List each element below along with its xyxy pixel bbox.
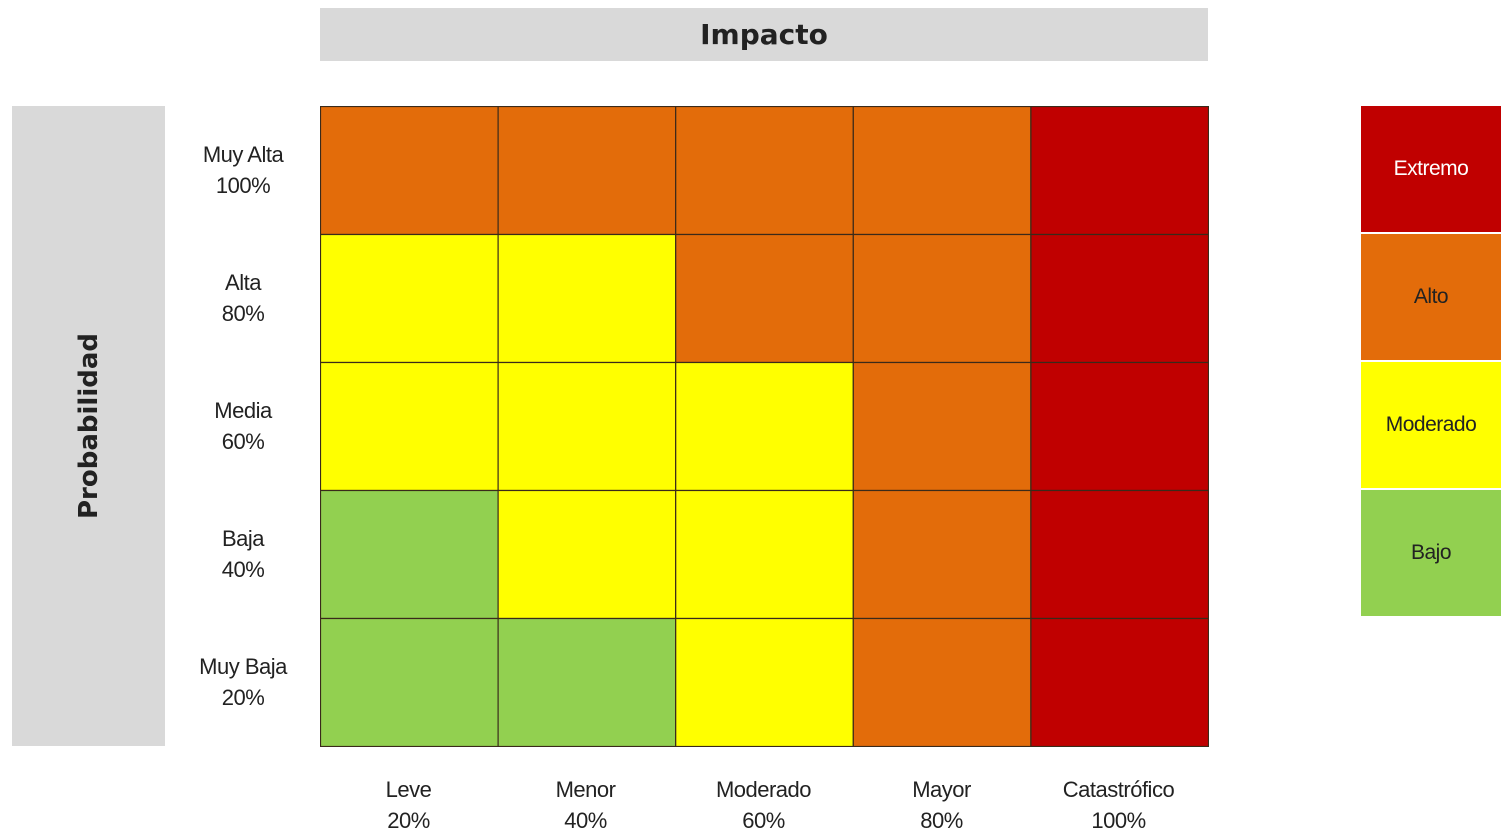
col-label-catastrofico: Catastrófico 100% [1030, 774, 1207, 833]
legend-item-alto: Alto [1361, 234, 1501, 362]
matrix-cell-r2-c4 [1030, 361, 1209, 492]
row-label-pct: 20% [221, 685, 265, 710]
col-label-moderado: Moderado 60% [675, 774, 852, 833]
matrix-cell-r4-c2 [675, 617, 854, 747]
col-label-name: Moderado [715, 777, 812, 802]
matrix-cell-r1-c1 [497, 233, 677, 364]
col-label-pct: 100% [1091, 808, 1146, 833]
risk-legend: Extremo Alto Moderado Bajo [1361, 106, 1501, 618]
matrix-cell-r3-c3 [852, 489, 1032, 620]
matrix-cell-r4-c3 [852, 617, 1032, 747]
probability-axis-band: Probabilidad [12, 106, 165, 746]
row-label-name: Muy Baja [199, 654, 287, 679]
matrix-cell-r3-c4 [1030, 489, 1209, 620]
matrix-cell-r2-c2 [675, 361, 854, 492]
row-label-media: Media 60% [168, 362, 318, 490]
matrix-cell-r0-c0 [320, 106, 499, 236]
row-label-pct: 100% [215, 173, 271, 198]
row-label-pct: 80% [221, 301, 265, 326]
legend-item-bajo: Bajo [1361, 490, 1501, 618]
col-label-pct: 80% [920, 808, 963, 833]
row-label-name: Muy Alta [202, 142, 284, 167]
col-label-pct: 60% [742, 808, 785, 833]
matrix-cell-r0-c4 [1030, 106, 1209, 236]
matrix-cell-r0-c1 [497, 106, 677, 236]
row-label-pct: 40% [221, 557, 265, 582]
legend-item-extremo: Extremo [1361, 106, 1501, 234]
impact-axis-title: Impacto [320, 8, 1208, 61]
matrix-cell-r0-c3 [852, 106, 1032, 236]
row-label-pct: 60% [221, 429, 265, 454]
row-label-alta: Alta 80% [168, 234, 318, 362]
col-label-name: Leve [385, 777, 432, 802]
matrix-cell-r3-c0 [320, 489, 499, 620]
matrix-cell-r1-c3 [852, 233, 1032, 364]
col-label-name: Menor [555, 777, 616, 802]
row-label-name: Alta [225, 270, 261, 295]
matrix-cell-r1-c0 [320, 233, 499, 364]
row-label-muy-alta: Muy Alta 100% [168, 106, 318, 234]
matrix-cell-r3-c2 [675, 489, 854, 620]
row-label-name: Baja [221, 526, 265, 551]
col-label-leve: Leve 20% [320, 774, 497, 833]
matrix-cell-r4-c4 [1030, 617, 1209, 747]
col-label-name: Catastrófico [1062, 777, 1175, 802]
matrix-cell-r0-c2 [675, 106, 854, 236]
risk-matrix-grid [320, 106, 1209, 747]
col-label-pct: 40% [564, 808, 607, 833]
row-label-muy-baja: Muy Baja 20% [168, 618, 318, 746]
col-label-name: Mayor [912, 777, 971, 802]
matrix-cell-r4-c1 [497, 617, 677, 747]
legend-item-moderado: Moderado [1361, 362, 1501, 490]
col-label-pct: 20% [387, 808, 430, 833]
row-label-baja: Baja 40% [168, 490, 318, 618]
col-label-menor: Menor 40% [497, 774, 674, 833]
matrix-cell-r3-c1 [497, 489, 677, 620]
chart-title: Impacto [700, 18, 828, 51]
matrix-cell-r4-c0 [320, 617, 499, 747]
matrix-cell-r2-c0 [320, 361, 499, 492]
row-label-name: Media [214, 398, 272, 423]
y-axis-label: Probabilidad [73, 332, 104, 520]
col-label-mayor: Mayor 80% [853, 774, 1030, 833]
matrix-cell-r1-c4 [1030, 233, 1209, 364]
matrix-cell-r1-c2 [675, 233, 854, 364]
matrix-cell-r2-c3 [852, 361, 1032, 492]
matrix-cell-r2-c1 [497, 361, 677, 492]
